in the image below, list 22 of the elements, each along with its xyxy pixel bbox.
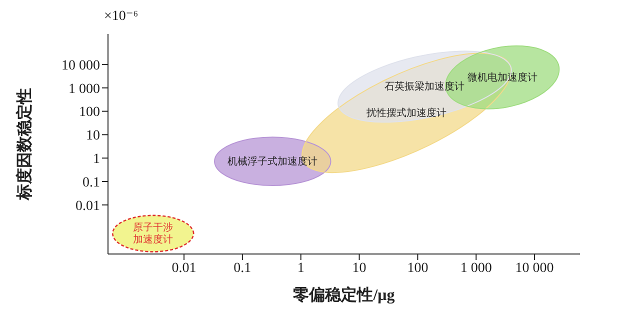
y-tick-label: 10	[86, 128, 100, 144]
y-tick-label: 10 000	[62, 58, 100, 74]
series-label: 机械浮子式加速度计	[228, 155, 318, 168]
y-tick-label: 1 000	[68, 82, 100, 97]
text: ×10⁻⁶	[104, 8, 138, 25]
y-tick-label: 1	[93, 152, 100, 168]
series-label: 原子干涉加速度计	[133, 221, 174, 246]
x-axis-title: 零偏稳定性/μg	[292, 286, 395, 304]
y-tick-label: 0.1	[82, 175, 100, 190]
y-tick-label: 100	[79, 105, 100, 120]
x-tick-label: 0.01	[172, 260, 196, 276]
series-label: 微机电加速度计	[467, 71, 538, 84]
x-tick-label: 10	[352, 260, 366, 276]
x-tick-label: 1 000	[460, 260, 492, 276]
series-label: 扰性摆式加速度计	[366, 106, 447, 119]
series-label: 石英振梁加速度计	[384, 80, 465, 92]
x-tick-label: 10 000	[515, 260, 554, 276]
y-tick-label: 0.01	[76, 198, 100, 214]
y-axis-title: 标度因数稳定性	[14, 88, 34, 201]
x-tick-label: 1	[297, 260, 304, 276]
x-tick-label: 100	[407, 260, 428, 276]
x-tick-label: 0.1	[234, 260, 252, 276]
